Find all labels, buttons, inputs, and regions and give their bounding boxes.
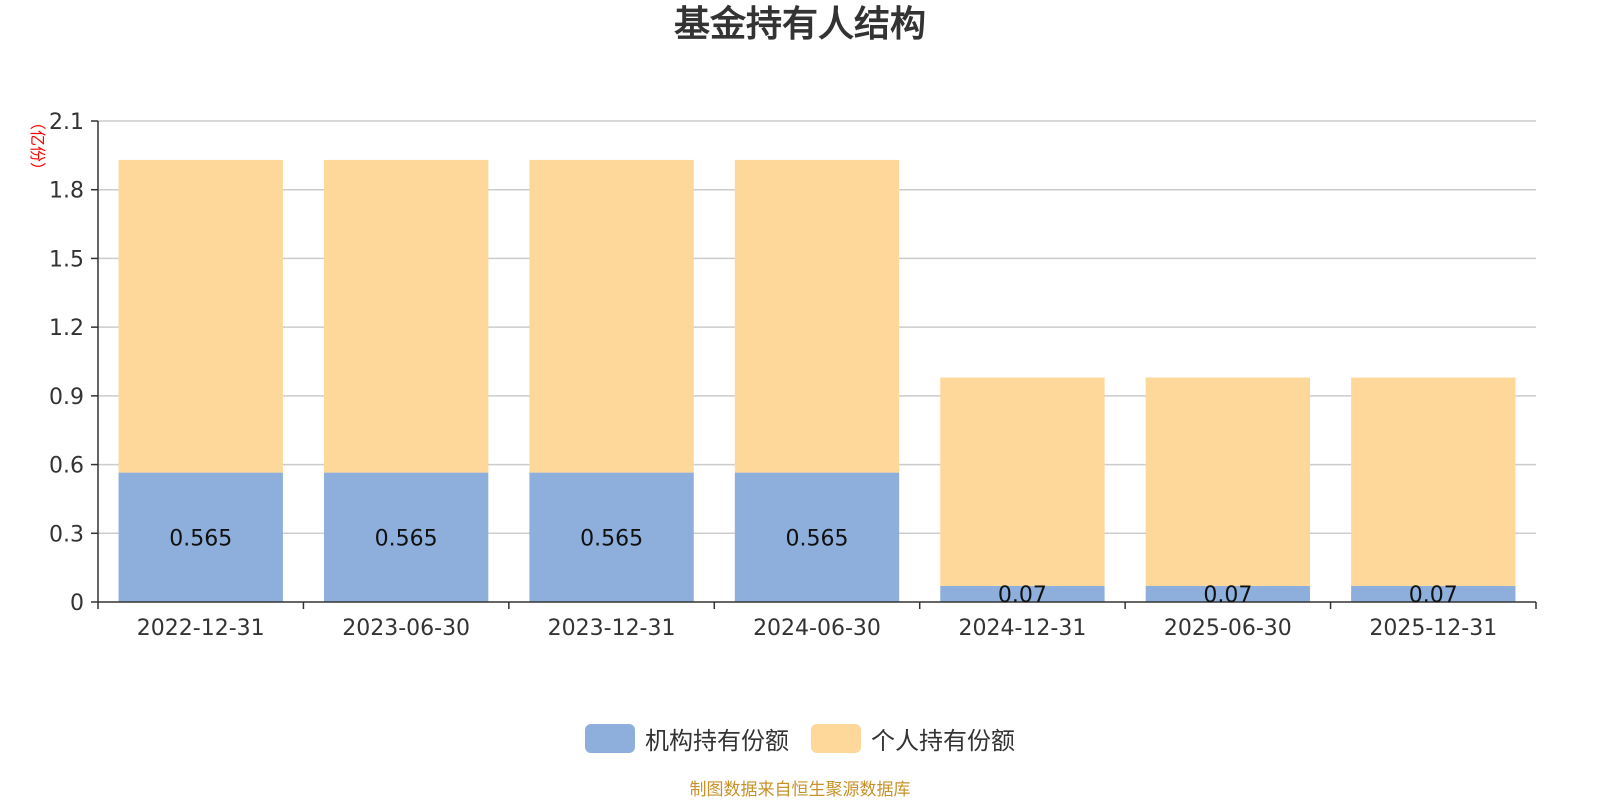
legend: 机构持有份额 个人持有份额 bbox=[0, 721, 1600, 756]
bar-data-label: 0.565 bbox=[580, 526, 643, 551]
legend-swatch bbox=[585, 724, 635, 753]
y-tick-label: 0.3 bbox=[49, 522, 84, 547]
bar-institutional bbox=[940, 585, 1105, 602]
bar-institutional bbox=[118, 472, 283, 602]
bar-data-label: 0.565 bbox=[169, 526, 232, 551]
bars bbox=[118, 159, 1516, 602]
legend-label: 个人持有份额 bbox=[871, 727, 1015, 755]
chart-title: 基金持有人结构 bbox=[673, 4, 926, 45]
bar-individual bbox=[1145, 377, 1311, 586]
bar-institutional bbox=[1351, 585, 1516, 602]
bar-institutional bbox=[734, 472, 900, 602]
x-tick-label: 2022-12-31 bbox=[137, 616, 265, 641]
y-tick-label: 0 bbox=[70, 591, 84, 616]
bar-individual bbox=[529, 159, 694, 473]
legend-item[interactable]: 机构持有份额 bbox=[585, 721, 789, 756]
bar-data-label: 0.565 bbox=[375, 526, 438, 551]
source-note: 制图数据来自恒生聚源数据库 bbox=[689, 780, 911, 800]
bar-institutional bbox=[529, 472, 694, 602]
bar-data-label: 0.07 bbox=[1203, 583, 1252, 608]
y-tick-label: 1.8 bbox=[49, 179, 84, 204]
bar-individual bbox=[734, 159, 900, 473]
x-tick-label: 2023-06-30 bbox=[342, 616, 470, 641]
x-tick-label: 2023-12-31 bbox=[548, 616, 676, 641]
bar-individual bbox=[118, 159, 283, 473]
y-tick-label: 2.1 bbox=[49, 110, 84, 135]
bar-institutional bbox=[323, 472, 489, 602]
axes: 0 0.3 0.6 0.9 1.2 1.5 1.8 2.1（亿份） 2022-12-31 2023… bbox=[28, 110, 1537, 641]
bar-institutional bbox=[1145, 585, 1311, 602]
y-tick-label: 0.9 bbox=[49, 385, 84, 410]
y-tick-label: 1.5 bbox=[49, 247, 84, 272]
bar-data-label: 0.07 bbox=[998, 583, 1047, 608]
x-tick-label: 2025-12-31 bbox=[1369, 616, 1497, 641]
x-tick-label: 2024-06-30 bbox=[753, 616, 881, 641]
bar-data-label: 0.07 bbox=[1409, 583, 1458, 608]
bar-individual bbox=[323, 159, 489, 473]
y-axis-unit-label: （亿份） bbox=[28, 114, 47, 178]
bar-individual bbox=[1351, 377, 1516, 586]
bar-individual bbox=[940, 377, 1105, 586]
legend-swatch bbox=[811, 724, 861, 753]
x-tick-label: 2025-06-30 bbox=[1164, 616, 1292, 641]
x-tick-label: 2024-12-31 bbox=[958, 616, 1086, 641]
y-tick-label: 0.6 bbox=[49, 454, 84, 479]
y-tick-label: 1.2 bbox=[49, 316, 84, 341]
bar-data-label: 0.565 bbox=[786, 526, 849, 551]
legend-item[interactable]: 个人持有份额 bbox=[811, 721, 1015, 756]
data-labels: 0.565 0.565 0.565 0.565 0.07 0.07 0.07 bbox=[169, 526, 1458, 608]
legend-label: 机构持有份额 bbox=[645, 727, 789, 755]
